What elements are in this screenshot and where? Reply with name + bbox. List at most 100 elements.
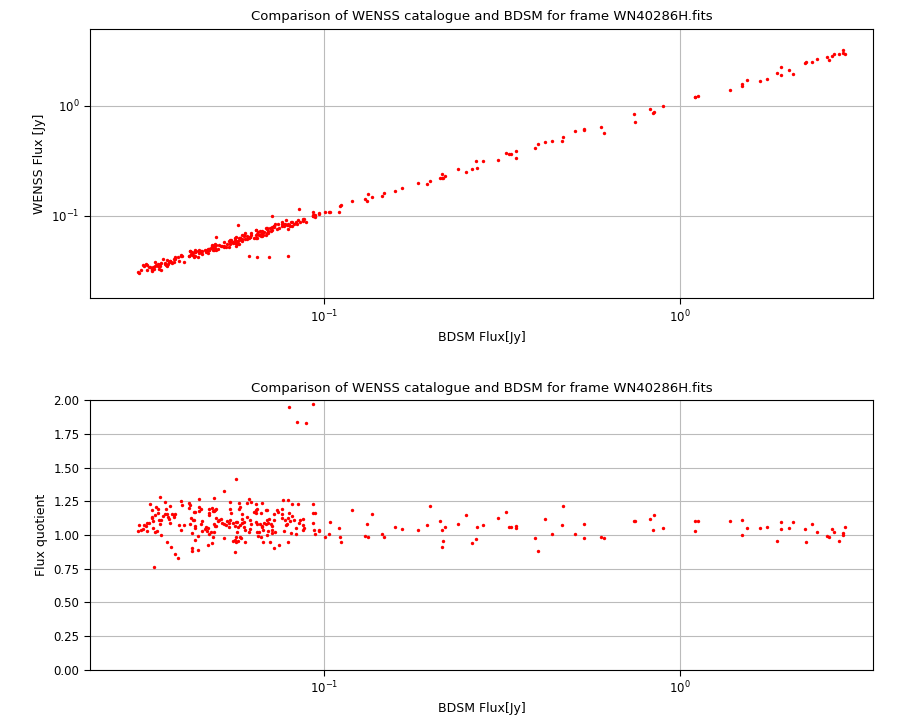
Point	[308, 210, 322, 221]
Point	[199, 246, 213, 258]
Point	[229, 516, 243, 528]
Point	[459, 509, 473, 521]
Point	[263, 536, 277, 548]
Point	[225, 236, 239, 248]
Point	[271, 217, 285, 229]
Point	[225, 237, 239, 248]
Point	[285, 217, 300, 228]
Point	[139, 258, 153, 270]
Point	[191, 246, 205, 257]
Point	[186, 514, 201, 526]
Point	[470, 521, 484, 533]
Point	[820, 530, 834, 541]
Point	[202, 509, 216, 521]
Point	[231, 535, 246, 546]
Point	[798, 536, 813, 548]
Point	[285, 220, 300, 232]
Point	[191, 251, 205, 262]
Point	[280, 220, 294, 231]
Point	[163, 500, 177, 511]
Point	[388, 185, 402, 197]
Point	[255, 228, 269, 239]
Point	[162, 256, 176, 267]
Point	[217, 241, 231, 253]
Point	[174, 495, 188, 507]
Point	[688, 515, 702, 526]
Point	[223, 508, 238, 519]
Point	[323, 517, 338, 528]
Point	[357, 530, 372, 541]
Point	[164, 256, 178, 268]
Point	[774, 61, 788, 73]
Point	[167, 253, 182, 265]
Point	[797, 58, 812, 69]
Point	[150, 258, 165, 270]
Point	[239, 510, 254, 522]
Point	[266, 222, 281, 233]
Point	[201, 522, 215, 534]
Point	[538, 513, 553, 524]
Point	[238, 536, 252, 548]
Point	[308, 508, 322, 519]
Point	[234, 234, 248, 246]
Point	[136, 523, 150, 534]
Point	[752, 523, 767, 534]
Point	[826, 48, 841, 60]
Point	[247, 506, 261, 518]
Point	[504, 148, 518, 160]
Point	[206, 492, 220, 504]
Point	[261, 228, 275, 239]
Point	[244, 228, 258, 239]
Y-axis label: Flux quotient: Flux quotient	[35, 494, 48, 576]
Point	[527, 142, 542, 153]
Point	[292, 498, 306, 510]
Point	[202, 243, 216, 255]
Point	[465, 537, 480, 549]
Point	[805, 56, 819, 68]
Point	[265, 210, 279, 222]
Point	[185, 543, 200, 554]
Point	[184, 513, 198, 524]
Point	[250, 503, 265, 514]
Point	[786, 516, 800, 528]
Point	[242, 251, 256, 262]
Point	[192, 244, 206, 256]
Point	[174, 524, 188, 536]
Point	[244, 496, 258, 508]
Point	[267, 219, 282, 230]
Point	[805, 518, 819, 530]
Point	[228, 534, 242, 546]
Point	[202, 503, 216, 515]
Point	[199, 521, 213, 533]
Point	[154, 264, 168, 275]
Point	[243, 232, 257, 243]
Point	[146, 523, 160, 534]
Point	[282, 401, 296, 413]
Point	[137, 520, 151, 531]
Point	[148, 261, 162, 272]
Point	[282, 219, 296, 230]
Point	[311, 207, 326, 219]
Point	[374, 191, 389, 202]
Point	[248, 499, 263, 510]
Point	[690, 516, 705, 527]
Point	[167, 548, 182, 559]
Point	[162, 513, 176, 525]
Point	[198, 523, 212, 535]
Point	[237, 229, 251, 240]
Point	[260, 526, 274, 537]
Point	[292, 215, 306, 226]
Point	[538, 137, 553, 148]
Point	[267, 220, 282, 232]
X-axis label: BDSM Flux[Jy]: BDSM Flux[Jy]	[437, 702, 526, 715]
Point	[160, 536, 175, 548]
Point	[194, 245, 209, 256]
Point	[233, 501, 248, 513]
Point	[274, 220, 289, 232]
Point	[306, 508, 320, 519]
Point	[223, 503, 238, 515]
Point	[149, 501, 164, 513]
Point	[459, 166, 473, 178]
Point	[145, 512, 159, 523]
Point	[760, 522, 774, 534]
